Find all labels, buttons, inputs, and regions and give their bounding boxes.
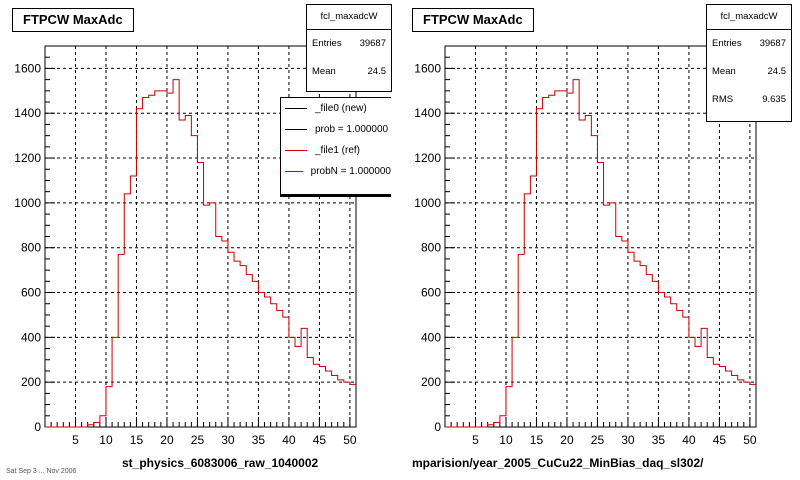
legend-swatch-black [285, 108, 307, 109]
stats-histogram-name: fcl_maxadcW [307, 5, 391, 30]
x-tick-label: 40 [682, 433, 696, 447]
x-tick-label: 10 [499, 433, 513, 447]
stats-rms-label: RMS [712, 94, 734, 105]
left-histogram-panel: 5 10 15 20 25 30 35 40 45 50 0 200 400 600 800 1000 1200… [12, 4, 392, 470]
y-tick-label: 600 [21, 286, 41, 300]
left-histogram-title: FTPCW MaxAdc [12, 8, 134, 32]
x-tick-label: 10 [99, 433, 113, 447]
legend-entry-file0: _file0 (new) [281, 98, 391, 119]
stats-mean-row: Mean 24.5 [707, 58, 791, 86]
stats-entries-label: Entries [312, 38, 342, 49]
x-tick-label: 5 [72, 433, 79, 447]
canvas-timestamp: Sat Sep 3 ... Nov 2006 [6, 468, 77, 475]
y-tick-label: 400 [421, 330, 441, 344]
right-histogram-title: FTPCW MaxAdc [412, 8, 534, 32]
x-tick-label: 30 [221, 433, 235, 447]
y-tick-label: 0 [434, 420, 441, 434]
stats-mean-label: Mean [312, 66, 336, 77]
x-tick-label: 5 [472, 433, 479, 447]
legend-entry-probn: probN = 1.000000 [281, 161, 391, 182]
legend-swatch-black [285, 129, 307, 130]
stats-histogram-name: fcl_maxadcW [707, 5, 791, 30]
stats-mean-value: 24.5 [767, 66, 787, 77]
stats-mean-label: Mean [712, 66, 736, 77]
x-tick-label: 35 [652, 433, 666, 447]
x-tick-label: 40 [282, 433, 296, 447]
legend-entry-file1: _file1 (ref) [281, 140, 391, 161]
stats-entries-row: Entries 39687 [307, 30, 391, 58]
x-tick-label: 45 [313, 433, 327, 447]
legend-label: prob = 1.000000 [315, 124, 389, 135]
right-histogram-plot: 5 10 15 20 25 30 35 40 45 50 0 200 400 600 800 1000 1200… [414, 45, 757, 447]
x-tick-label: 25 [591, 433, 605, 447]
right-histogram-panel: 5 10 15 20 25 30 35 40 45 50 0 200 400 600 800 1000 1200… [400, 0, 800, 480]
legend-label: _file1 (ref) [315, 145, 361, 156]
left-stats-box: fcl_maxadcW Entries 39687 Mean 24.5 [306, 4, 392, 92]
legend-entry-prob: prob = 1.000000 [281, 119, 391, 140]
legend-label: probN = 1.000000 [310, 166, 391, 177]
x-tick-label: 50 [343, 433, 357, 447]
y-tick-label: 1200 [414, 151, 441, 165]
stats-entries-value: 39687 [359, 38, 386, 49]
x-tick-label: 25 [191, 433, 205, 447]
plot-frame [44, 45, 357, 428]
x-tick-label: 30 [621, 433, 635, 447]
left-legend-box: _file0 (new) prob = 1.000000 _file1 (ref… [280, 97, 391, 197]
stats-entries-label: Entries [712, 38, 742, 49]
stats-mean-value: 24.5 [367, 66, 387, 77]
x-tick-label: 50 [743, 433, 757, 447]
y-tick-label: 1600 [14, 61, 41, 75]
y-tick-label: 1000 [414, 196, 441, 210]
stats-rms-row: RMS 9.635 [707, 86, 791, 114]
right-stats-box: fcl_maxadcW Entries 39687 Mean 24.5 RMS … [706, 4, 792, 122]
histogram-step-line [45, 79, 356, 428]
stats-entries-value: 39687 [759, 38, 786, 49]
y-tick-label: 200 [21, 375, 41, 389]
stats-entries-row: Entries 39687 [707, 30, 791, 58]
x-tick-label: 15 [130, 433, 144, 447]
stats-mean-row: Mean 24.5 [307, 58, 391, 86]
y-tick-label: 1000 [14, 196, 41, 210]
left-x-axis-name: st_physics_6083006_raw_1040002 [122, 456, 319, 470]
x-tick-label: 35 [252, 433, 266, 447]
y-tick-label: 200 [421, 375, 441, 389]
y-tick-label: 1400 [14, 106, 41, 120]
y-tick-label: 1200 [14, 151, 41, 165]
y-tick-label: 600 [421, 286, 441, 300]
y-tick-label: 800 [21, 241, 41, 255]
y-tick-label: 0 [34, 420, 41, 434]
y-tick-label: 400 [21, 330, 41, 344]
x-tick-label: 45 [713, 433, 727, 447]
y-tick-label: 800 [421, 241, 441, 255]
plot-frame [444, 45, 757, 428]
legend-label: _file0 (new) [315, 103, 367, 114]
legend-swatch-red [285, 150, 307, 151]
x-tick-label: 20 [160, 433, 174, 447]
x-tick-label: 20 [560, 433, 574, 447]
x-tick-label: 15 [530, 433, 544, 447]
histogram-step-line [445, 79, 756, 428]
stats-rms-value: 9.635 [762, 94, 786, 105]
legend-swatch-red [285, 171, 303, 172]
y-tick-label: 1600 [414, 61, 441, 75]
right-x-axis-name: mparision/year_2005_CuCu22_MinBias_daq_s… [412, 456, 704, 470]
y-tick-label: 1400 [414, 106, 441, 120]
